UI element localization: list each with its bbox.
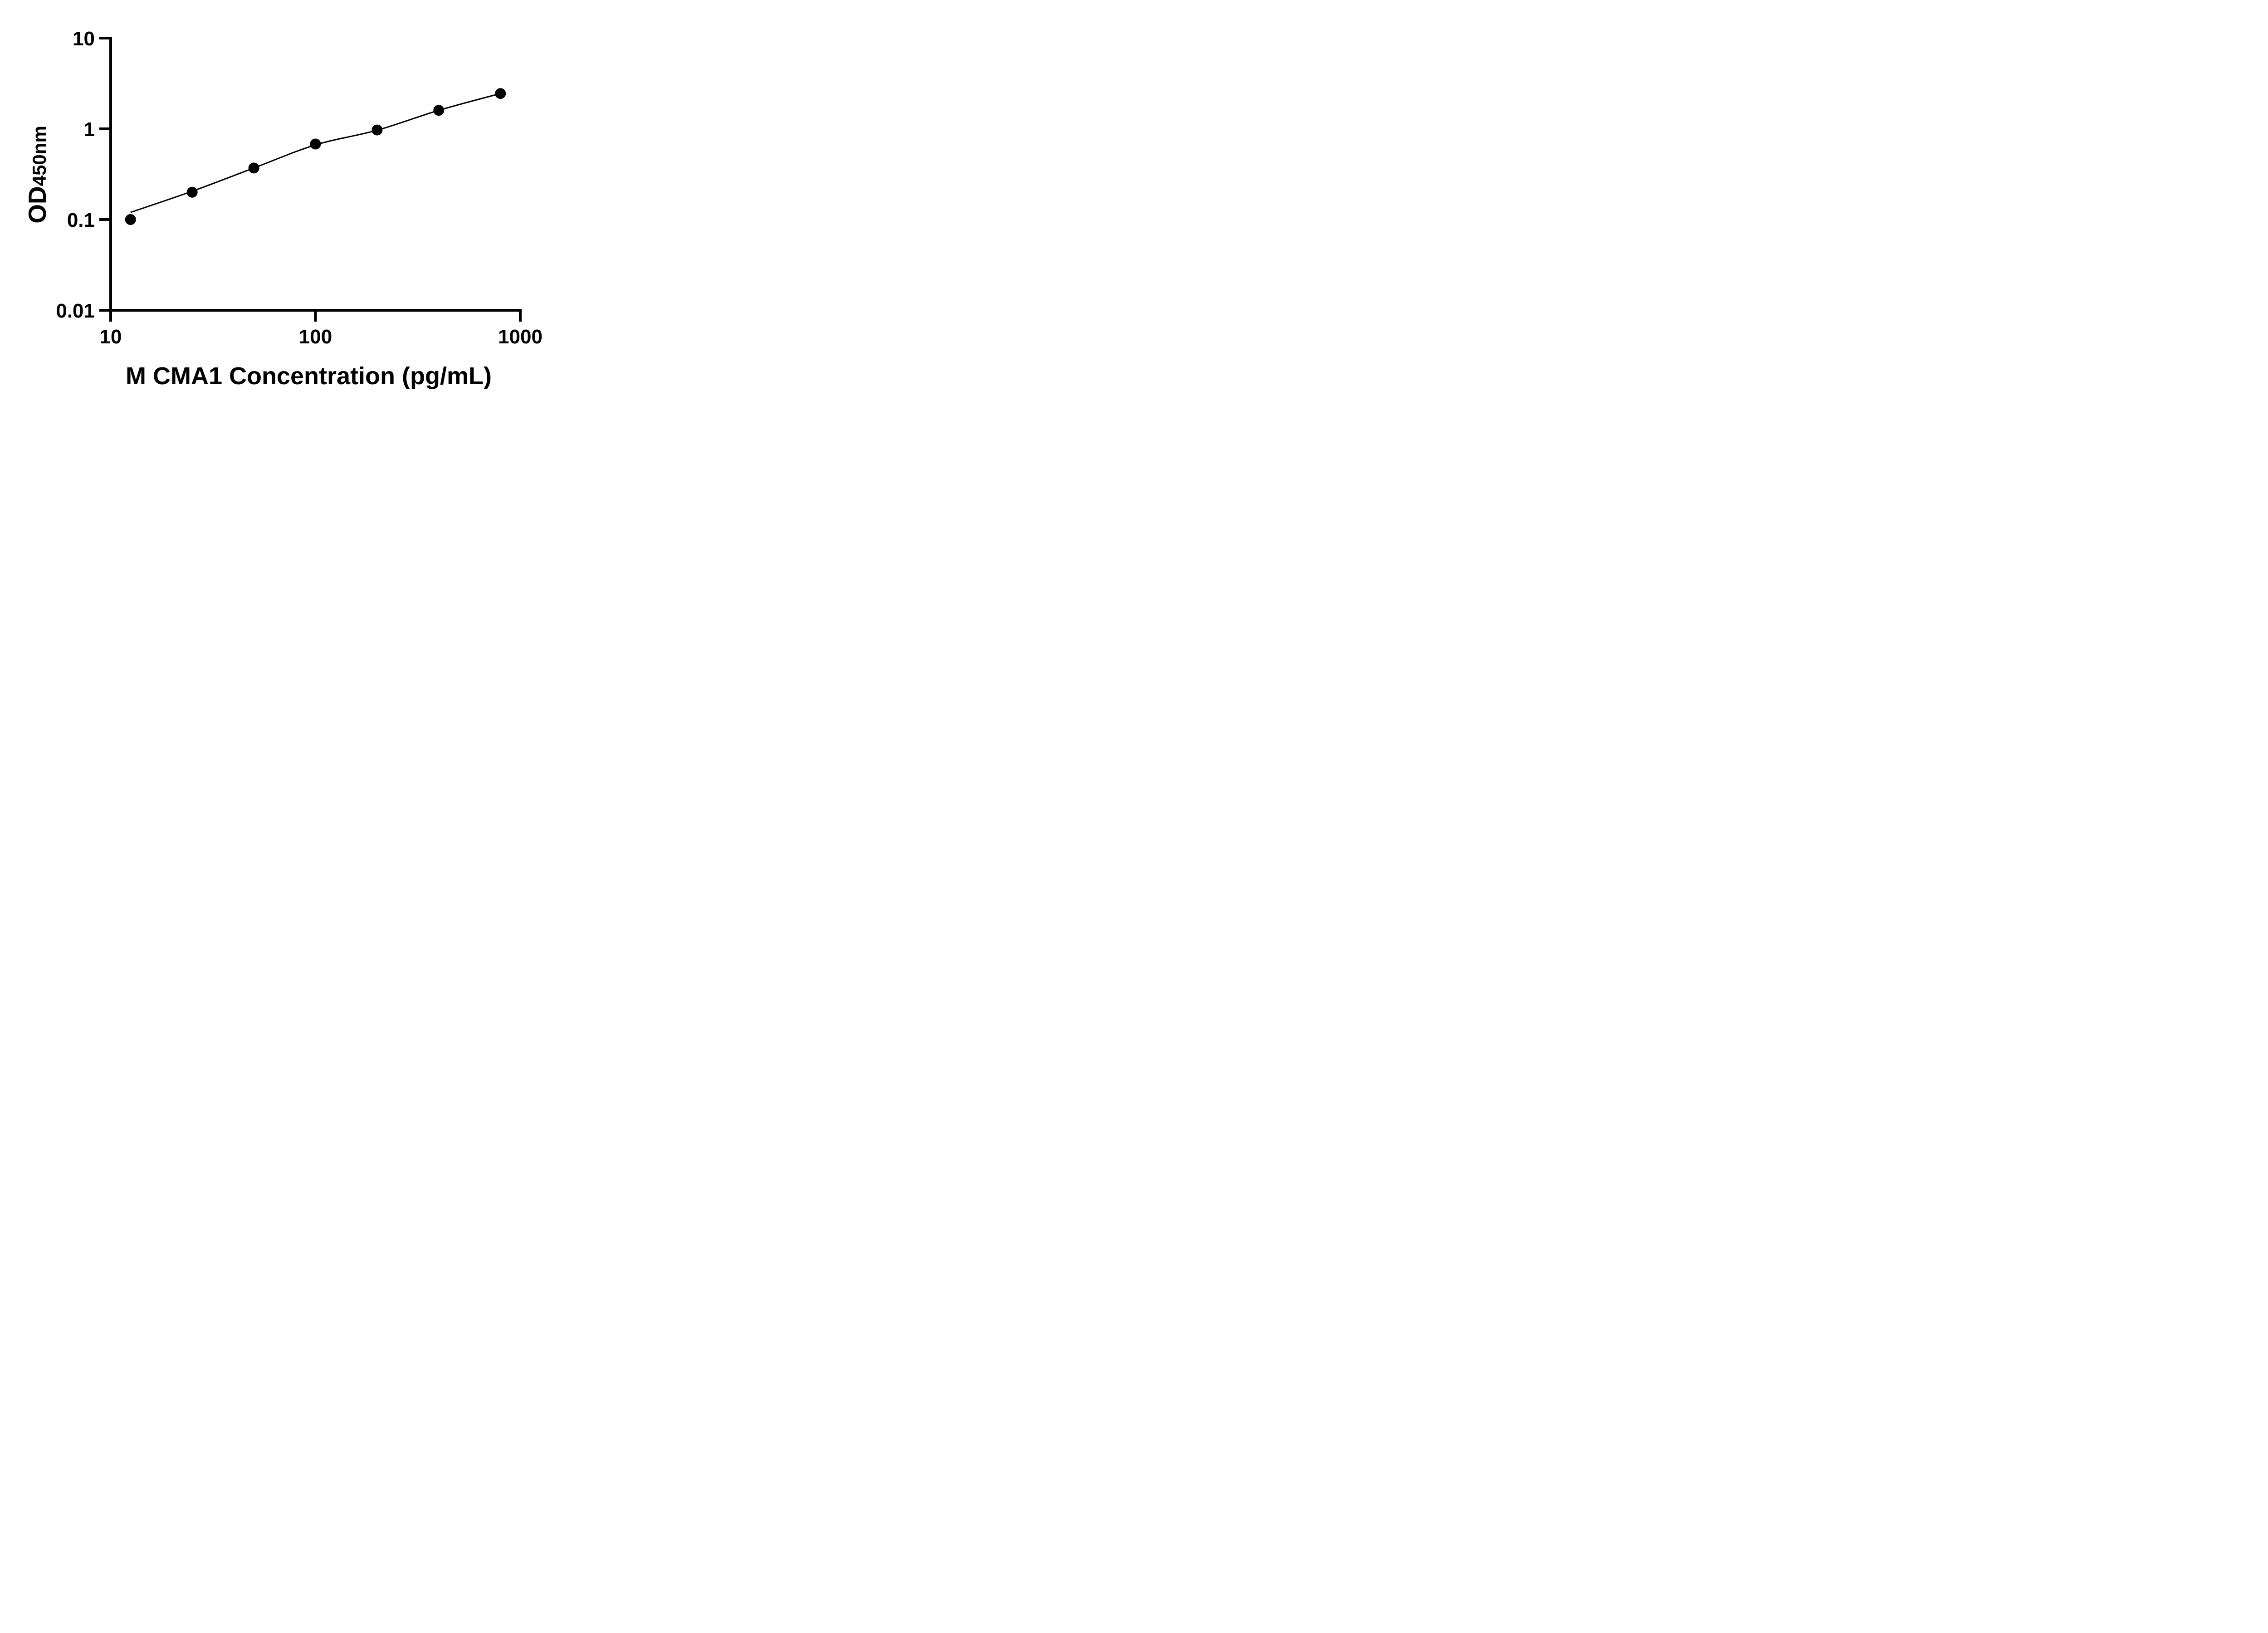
data-point-marker — [371, 124, 383, 136]
data-point-marker — [125, 214, 136, 225]
y-axis-title-main: OD — [23, 186, 51, 224]
data-point-marker — [248, 162, 259, 174]
data-point-marker — [186, 186, 198, 198]
y-tick-label: 0.1 — [67, 209, 95, 231]
x-tick-label: 10 — [100, 326, 122, 348]
elisa-standard-curve-figure: 10 1 0.1 0.01 10 100 1000 M CMA1 Concentration… — [0, 0, 582, 408]
y-axis-title: OD450nm — [23, 126, 52, 224]
y-tick-label: 0.01 — [56, 300, 95, 322]
y-tick-label: 10 — [73, 28, 95, 50]
x-tick-label: 100 — [299, 326, 332, 348]
data-point-marker — [310, 138, 321, 150]
data-point-marker — [433, 105, 445, 116]
x-tick-label: 1000 — [498, 326, 543, 348]
fit-curve — [130, 93, 501, 213]
y-axis-title-subscript: 450nm — [29, 126, 50, 186]
x-axis-title: M CMA1 Concentration (pg/mL) — [126, 362, 492, 390]
y-tick-label: 1 — [84, 118, 95, 141]
data-point-marker — [495, 88, 506, 99]
